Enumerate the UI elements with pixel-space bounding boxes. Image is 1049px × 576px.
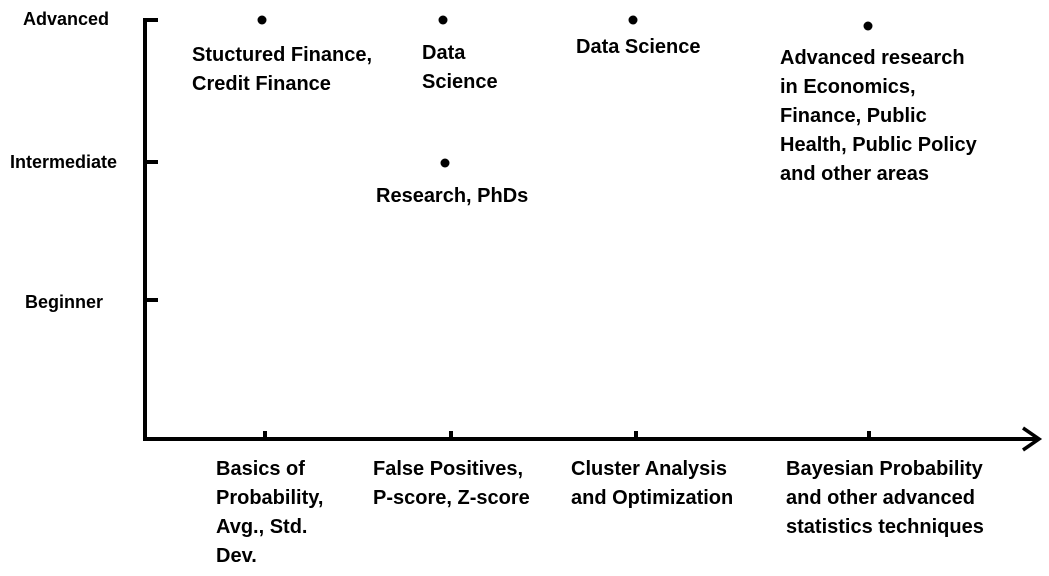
y-tick-label-beginner: Beginner bbox=[25, 292, 104, 312]
data-point-1 bbox=[257, 15, 267, 25]
point-label-2: Data Science bbox=[422, 42, 498, 93]
point-label-1: Stuctured Finance, Credit Finance bbox=[192, 44, 373, 95]
data-point-3 bbox=[440, 158, 450, 168]
point-label-5: Advanced research in Economics, Finance, P… bbox=[780, 47, 977, 185]
x-tick-label-3: Cluster Analysis and Optimization bbox=[571, 458, 734, 509]
data-point-5 bbox=[863, 21, 873, 31]
y-tick-label-advanced: Advanced bbox=[23, 9, 110, 29]
x-tick-label-2: False Positives, P-score, Z-score bbox=[373, 458, 530, 509]
data-point-4 bbox=[628, 15, 638, 25]
point-label-3: Research, PhDs bbox=[376, 185, 529, 207]
x-tick-label-1: Basics of Probability, Avg., Std. Dev. bbox=[216, 458, 324, 567]
x-axis-arrowhead bbox=[1022, 426, 1043, 452]
y-tick-label-intermediate: Intermediate bbox=[10, 152, 118, 172]
point-label-4: Data Science bbox=[576, 36, 701, 58]
x-tick-label-4: Bayesian Probability and other advanced st… bbox=[786, 458, 984, 538]
data-point-2 bbox=[438, 15, 448, 25]
